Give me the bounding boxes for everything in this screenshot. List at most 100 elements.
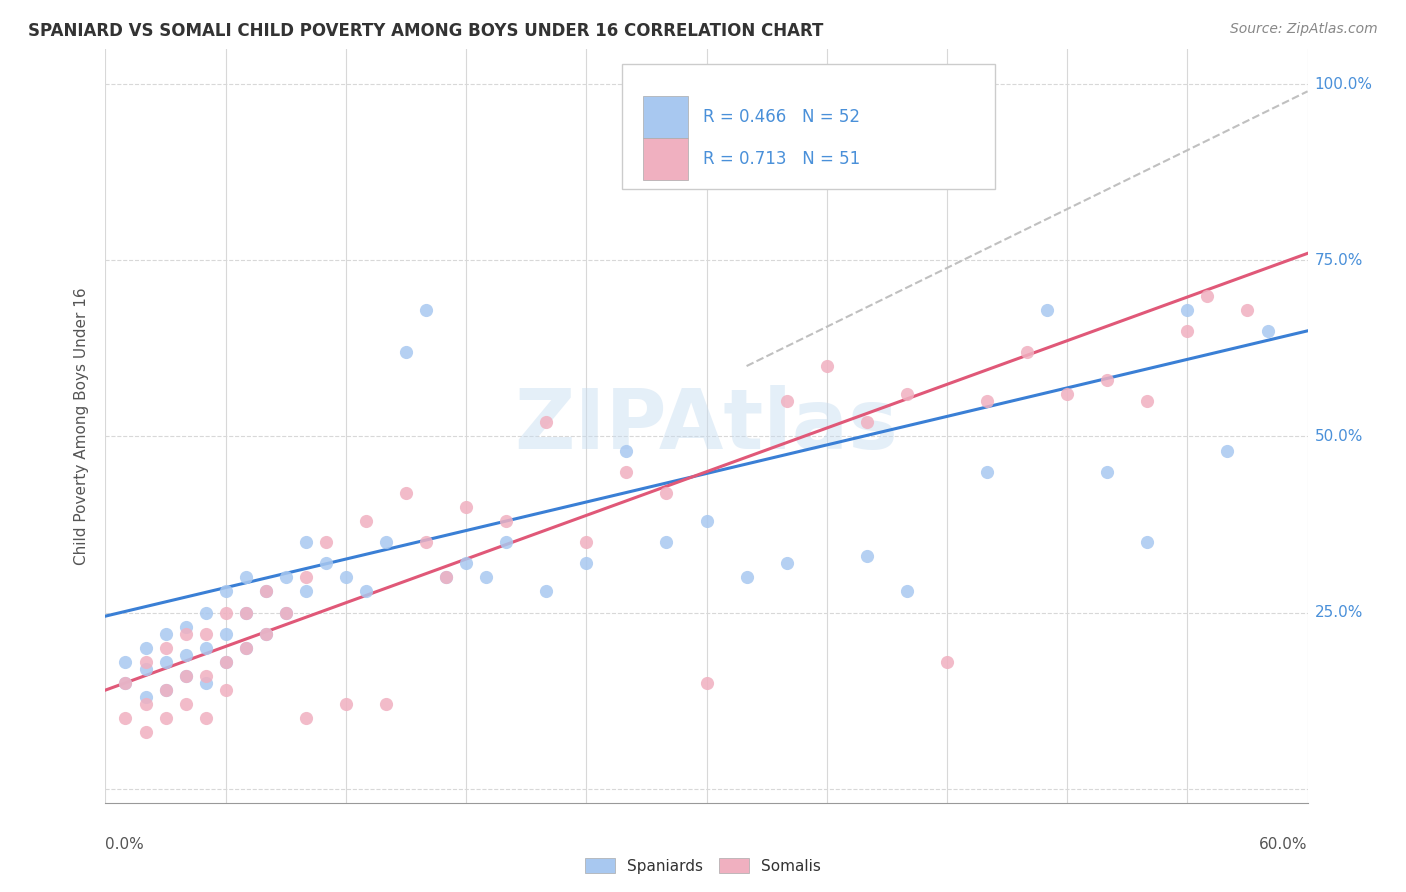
- Point: [354, 584, 377, 599]
- Legend: Spaniards, Somalis: Spaniards, Somalis: [578, 852, 828, 880]
- FancyBboxPatch shape: [623, 64, 995, 188]
- Point: [235, 570, 257, 584]
- Point: [1017, 345, 1039, 359]
- Point: [214, 683, 236, 698]
- Point: [194, 640, 217, 655]
- Point: [214, 584, 236, 599]
- Point: [174, 648, 197, 662]
- Point: [1056, 387, 1078, 401]
- Point: [254, 584, 277, 599]
- Point: [214, 655, 236, 669]
- Point: [415, 535, 437, 549]
- Point: [696, 514, 718, 528]
- Text: 50.0%: 50.0%: [1315, 429, 1362, 444]
- Point: [776, 394, 799, 409]
- Point: [254, 626, 277, 640]
- Point: [214, 626, 236, 640]
- Point: [575, 556, 598, 570]
- Text: ZIPAtlas: ZIPAtlas: [515, 385, 898, 467]
- Point: [936, 655, 959, 669]
- Point: [274, 606, 297, 620]
- Text: SPANIARD VS SOMALI CHILD POVERTY AMONG BOYS UNDER 16 CORRELATION CHART: SPANIARD VS SOMALI CHILD POVERTY AMONG B…: [28, 22, 824, 40]
- Point: [354, 514, 377, 528]
- Point: [335, 570, 357, 584]
- Text: R = 0.466   N = 52: R = 0.466 N = 52: [703, 108, 860, 126]
- Point: [135, 690, 157, 705]
- Point: [976, 394, 998, 409]
- Point: [174, 669, 197, 683]
- Point: [1197, 288, 1219, 302]
- Point: [1136, 394, 1159, 409]
- Point: [135, 725, 157, 739]
- Point: [194, 669, 217, 683]
- Point: [395, 486, 418, 500]
- Point: [855, 549, 877, 564]
- Point: [616, 443, 638, 458]
- Point: [135, 640, 157, 655]
- Point: [315, 556, 337, 570]
- Point: [335, 697, 357, 711]
- Y-axis label: Child Poverty Among Boys Under 16: Child Poverty Among Boys Under 16: [75, 287, 90, 565]
- Point: [274, 606, 297, 620]
- Point: [194, 606, 217, 620]
- Point: [655, 535, 678, 549]
- Point: [114, 676, 136, 690]
- Point: [616, 465, 638, 479]
- Point: [374, 535, 398, 549]
- Point: [295, 584, 318, 599]
- Point: [1097, 465, 1119, 479]
- Point: [295, 711, 318, 725]
- Point: [454, 556, 477, 570]
- Point: [155, 683, 177, 698]
- Point: [475, 570, 498, 584]
- Point: [575, 535, 598, 549]
- Point: [194, 711, 217, 725]
- Point: [434, 570, 457, 584]
- Point: [534, 416, 557, 430]
- Point: [155, 640, 177, 655]
- Point: [776, 556, 799, 570]
- Text: 60.0%: 60.0%: [1260, 837, 1308, 852]
- Point: [155, 683, 177, 698]
- Point: [1036, 302, 1059, 317]
- Point: [114, 711, 136, 725]
- Point: [1136, 535, 1159, 549]
- Point: [174, 626, 197, 640]
- Point: [735, 570, 758, 584]
- Point: [114, 676, 136, 690]
- Point: [135, 655, 157, 669]
- Point: [214, 655, 236, 669]
- Point: [855, 416, 877, 430]
- Point: [235, 606, 257, 620]
- Point: [495, 535, 517, 549]
- Point: [214, 606, 236, 620]
- Point: [395, 345, 418, 359]
- Point: [274, 570, 297, 584]
- Point: [135, 662, 157, 676]
- Point: [534, 584, 557, 599]
- Point: [194, 676, 217, 690]
- Point: [174, 697, 197, 711]
- Point: [415, 302, 437, 317]
- Point: [1097, 373, 1119, 387]
- Bar: [643, 96, 689, 137]
- Point: [454, 500, 477, 514]
- Point: [235, 606, 257, 620]
- Point: [155, 655, 177, 669]
- Point: [194, 626, 217, 640]
- Point: [174, 620, 197, 634]
- Text: R = 0.713   N = 51: R = 0.713 N = 51: [703, 150, 860, 168]
- Point: [235, 640, 257, 655]
- Point: [135, 697, 157, 711]
- Point: [434, 570, 457, 584]
- Text: 25.0%: 25.0%: [1315, 605, 1362, 620]
- Text: 100.0%: 100.0%: [1315, 77, 1372, 92]
- Bar: [643, 138, 689, 180]
- Point: [495, 514, 517, 528]
- Point: [155, 711, 177, 725]
- Point: [254, 584, 277, 599]
- Point: [896, 584, 918, 599]
- Point: [374, 697, 398, 711]
- Point: [174, 669, 197, 683]
- Point: [655, 486, 678, 500]
